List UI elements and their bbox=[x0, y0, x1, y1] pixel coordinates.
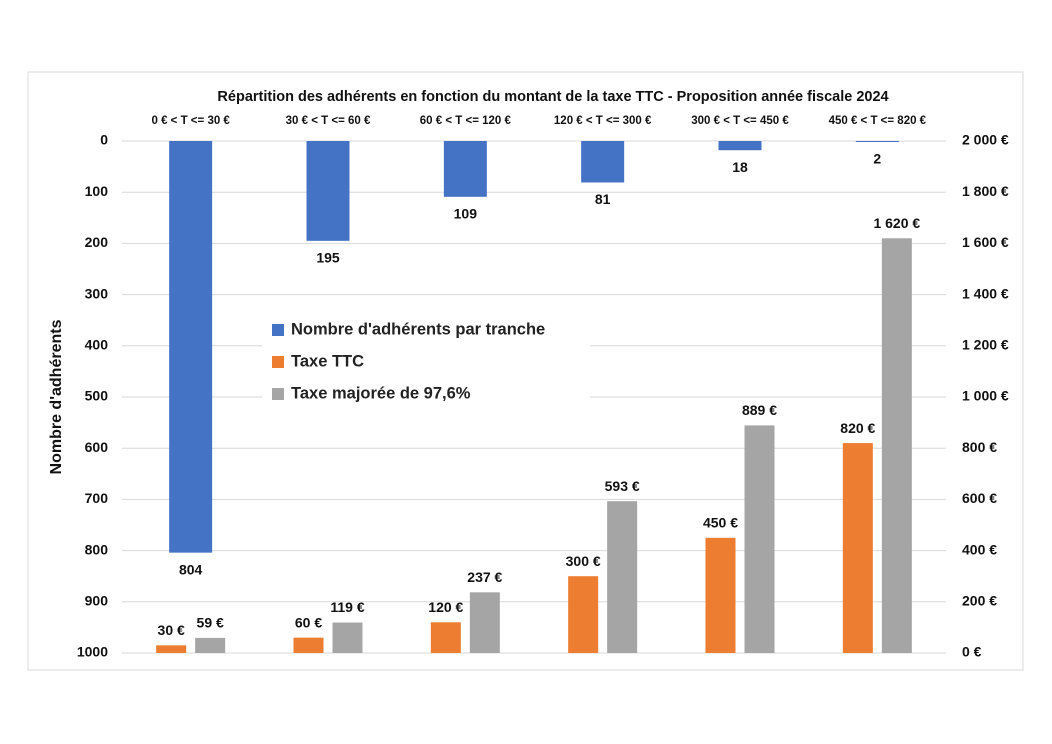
data-label: 300 € bbox=[566, 553, 601, 569]
data-label: 804 bbox=[179, 561, 203, 577]
data-label: 30 € bbox=[158, 622, 185, 638]
bar bbox=[842, 443, 873, 653]
legend-swatch bbox=[272, 324, 284, 336]
bar bbox=[855, 141, 899, 143]
legend-label: Nombre d'adhérents par tranche bbox=[291, 320, 545, 338]
bar bbox=[306, 141, 350, 241]
bar bbox=[332, 622, 363, 653]
bar bbox=[443, 141, 487, 197]
bar bbox=[469, 592, 500, 653]
data-label: 889 € bbox=[742, 402, 777, 418]
data-label: 60 € bbox=[295, 614, 322, 630]
y-tick-label: 500 bbox=[85, 388, 109, 404]
data-label: 2 bbox=[873, 151, 881, 167]
y-tick-label: 900 bbox=[85, 593, 109, 609]
data-label: 195 bbox=[316, 250, 340, 266]
data-label: 81 bbox=[595, 191, 611, 207]
x-category-label: 450 € < T <= 820 € bbox=[829, 115, 927, 127]
data-label: 450 € bbox=[703, 515, 738, 531]
bar bbox=[568, 576, 599, 653]
data-label: 59 € bbox=[197, 615, 224, 631]
x-category-label: 30 € < T <= 60 € bbox=[286, 115, 371, 127]
y2-tick-label: 1 800 € bbox=[962, 183, 1009, 199]
y2-tick-label: 0 € bbox=[962, 644, 982, 660]
data-label: 237 € bbox=[467, 569, 502, 585]
y-tick-label: 200 bbox=[85, 234, 109, 250]
y2-tick-label: 1 600 € bbox=[962, 234, 1009, 250]
bar bbox=[195, 637, 226, 653]
legend-box bbox=[262, 312, 590, 410]
y-tick-label: 100 bbox=[85, 183, 109, 199]
y2-tick-label: 1 000 € bbox=[962, 388, 1009, 404]
y2-tick-label: 800 € bbox=[962, 439, 997, 455]
y2-tick-label: 1 200 € bbox=[962, 337, 1009, 353]
y2-tick-label: 200 € bbox=[962, 593, 997, 609]
bar bbox=[705, 537, 736, 653]
bar bbox=[293, 637, 324, 653]
bar bbox=[156, 645, 187, 653]
bar bbox=[169, 141, 213, 553]
data-label: 119 € bbox=[330, 599, 364, 615]
bar bbox=[607, 501, 638, 653]
bar bbox=[744, 425, 775, 653]
chart-title: Répartition des adhérents en fonction du… bbox=[217, 89, 888, 105]
legend-label: Taxe majorée de 97,6% bbox=[291, 384, 471, 402]
data-label: 593 € bbox=[605, 478, 640, 494]
x-category-label: 120 € < T <= 300 € bbox=[554, 115, 652, 127]
bar bbox=[430, 622, 461, 653]
y2-tick-label: 1 400 € bbox=[962, 285, 1009, 301]
legend-swatch bbox=[272, 388, 284, 400]
data-label: 109 bbox=[454, 206, 478, 222]
bar bbox=[581, 141, 625, 183]
data-label: 1 620 € bbox=[873, 215, 920, 231]
legend-label: Taxe TTC bbox=[291, 352, 364, 370]
y-tick-label: 800 bbox=[85, 541, 109, 557]
y-tick-label: 700 bbox=[85, 490, 109, 506]
x-category-label: 60 € < T <= 120 € bbox=[420, 115, 512, 127]
data-label: 18 bbox=[732, 159, 748, 175]
x-category-label: 300 € < T <= 450 € bbox=[691, 115, 789, 127]
data-label: 820 € bbox=[840, 420, 875, 436]
y2-tick-label: 600 € bbox=[962, 490, 997, 506]
y-tick-label: 600 bbox=[85, 439, 109, 455]
y-tick-label: 1000 bbox=[77, 644, 108, 660]
y2-tick-label: 2 000 € bbox=[962, 132, 1009, 148]
bar bbox=[881, 238, 912, 653]
y-tick-label: 300 bbox=[85, 285, 109, 301]
y2-tick-label: 400 € bbox=[962, 541, 997, 557]
x-category-label: 0 € < T <= 30 € bbox=[152, 115, 231, 127]
bar bbox=[718, 141, 762, 151]
y-tick-label: 0 bbox=[100, 132, 108, 148]
y-tick-label: 400 bbox=[85, 337, 109, 353]
y-axis-label: Nombre d'adhérents bbox=[48, 319, 65, 474]
data-label: 120 € bbox=[428, 599, 463, 615]
legend-swatch bbox=[272, 356, 284, 368]
